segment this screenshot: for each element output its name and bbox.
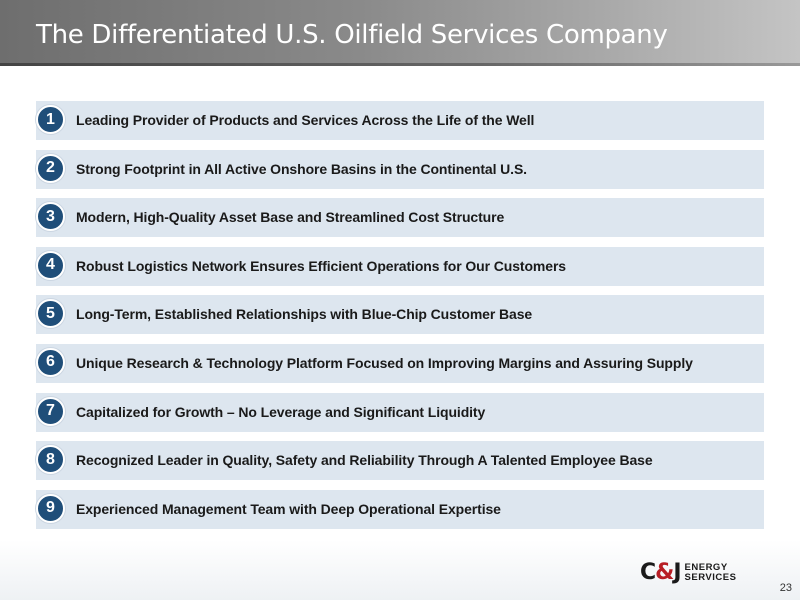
logo-line-2: SERVICES [684,572,737,583]
number-badge: 2 [36,153,65,183]
slide-title: The Differentiated U.S. Oilfield Service… [36,20,668,50]
list-item: 8 Recognized Leader in Quality, Safety a… [36,441,764,481]
list-item-text: Capitalized for Growth – No Leverage and… [76,403,486,420]
logo-mark: C&J [640,560,682,585]
logo-wordmark: ENERGY SERVICES [685,563,737,583]
list-item-text: Robust Logistics Network Ensures Efficie… [76,257,566,274]
list-item: 9 Experienced Management Team with Deep … [36,489,764,529]
number-badge: 7 [36,396,65,426]
list-item: 2 Strong Footprint in All Active Onshore… [36,149,764,189]
list-item-text: Long-Term, Established Relationships wit… [76,306,533,323]
list-item: 7 Capitalized for Growth – No Leverage a… [36,392,764,432]
number-badge: 6 [36,347,65,377]
list-item-text: Recognized Leader in Quality, Safety and… [76,452,653,469]
list-item: 6 Unique Research & Technology Platform … [36,343,764,383]
logo-letter-c: C [640,560,656,585]
list-item: 1 Leading Provider of Products and Servi… [36,101,764,140]
list-item-text: Experienced Management Team with Deep Op… [76,500,501,517]
number-badge: 8 [36,445,65,475]
list-item-text: Leading Provider of Products and Service… [76,112,535,128]
number-badge: 9 [36,493,65,523]
logo-line-1: ENERGY [684,562,728,573]
list-item-text: Unique Research & Technology Platform Fo… [76,354,693,371]
company-logo: C&J ENERGY SERVICES [640,560,736,586]
list-item: 4 Robust Logistics Network Ensures Effic… [36,246,764,286]
number-badge: 1 [36,105,65,134]
number-badge: 3 [36,202,65,232]
title-bar: The Differentiated U.S. Oilfield Service… [0,0,800,66]
list-item: 3 Modern, High-Quality Asset Base and St… [36,198,764,238]
number-badge: 5 [36,299,65,329]
number-badge: 4 [36,250,65,280]
page-number: 23 [779,582,792,594]
logo-ampersand: & [655,560,674,585]
list-item-text: Modern, High-Quality Asset Base and Stre… [76,209,505,226]
logo-letter-j: J [673,560,681,585]
title-underline [0,63,800,66]
numbered-list: 1 Leading Provider of Products and Servi… [36,101,764,538]
list-item-text: Strong Footprint in All Active Onshore B… [76,160,527,177]
list-item: 5 Long-Term, Established Relationships w… [36,295,764,335]
footer-band [0,540,800,600]
